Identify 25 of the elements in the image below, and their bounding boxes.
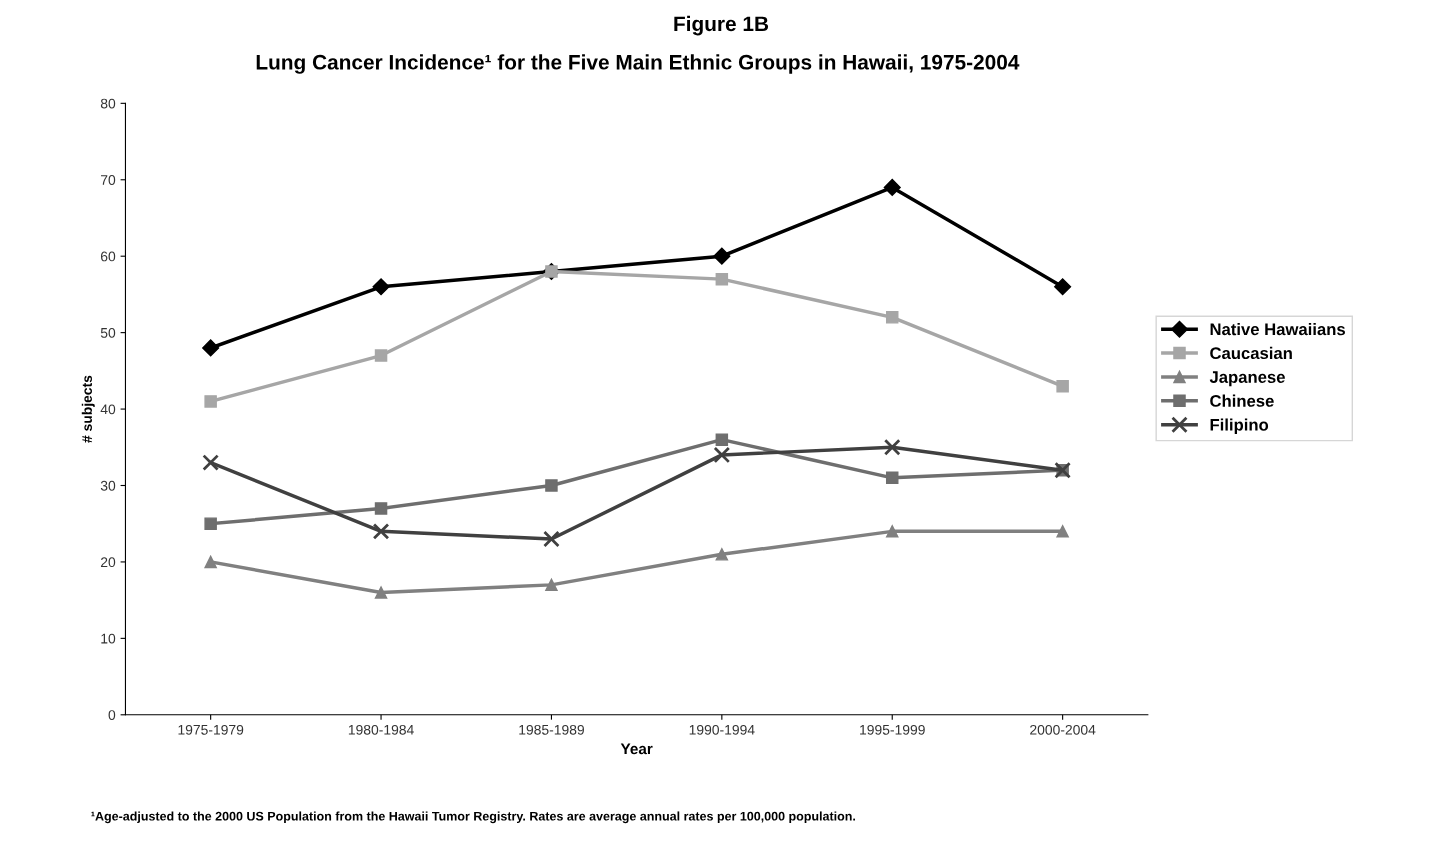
legend-label: Caucasian (1210, 346, 1292, 360)
x-tick-label: 2000-2004 (1030, 724, 1096, 735)
text: ¹Age-adjusted to the 2000 US Population from the Hawaii Tumor Registry. Rates are average annual rates per 100,000 population. (91, 811, 856, 824)
y-tick-label: 70 (101, 175, 116, 185)
chart-title: Figure 1B (674, 15, 769, 36)
x-axis-title: Year (620, 743, 653, 755)
x-tick-label: 1975-1979 (178, 724, 244, 735)
chart-subtitle: Lung Cancer Incidence¹ for the Five Main Ethnic Groups in Hawaii, 1975-2004 (256, 54, 1020, 74)
y-tick-label: 80 (100, 98, 116, 109)
y-tick-label: 0 (108, 710, 116, 720)
y-tick-label: 40 (100, 404, 116, 415)
x-tick-label: 1985-1989 (519, 724, 584, 735)
x-tick-label: 1980-1984 (348, 724, 414, 735)
legend-label: Native Hawaiians (1210, 322, 1345, 336)
x-tick-label: 1990-1994 (689, 724, 755, 735)
y-tick-label: 60 (100, 251, 116, 262)
y-tick-label: 10 (101, 633, 116, 644)
y-tick-label: 30 (100, 480, 116, 491)
legend-label: Japanese (1209, 371, 1285, 387)
x-tick-label: 1995-1999 (860, 724, 925, 735)
legend-label: Chinese (1210, 394, 1274, 407)
y-tick-label: 20 (100, 557, 116, 568)
y-tick-label: 50 (100, 327, 116, 338)
y-axis-title: # subjects (81, 375, 95, 443)
legend-label: Filipino (1210, 418, 1269, 434)
